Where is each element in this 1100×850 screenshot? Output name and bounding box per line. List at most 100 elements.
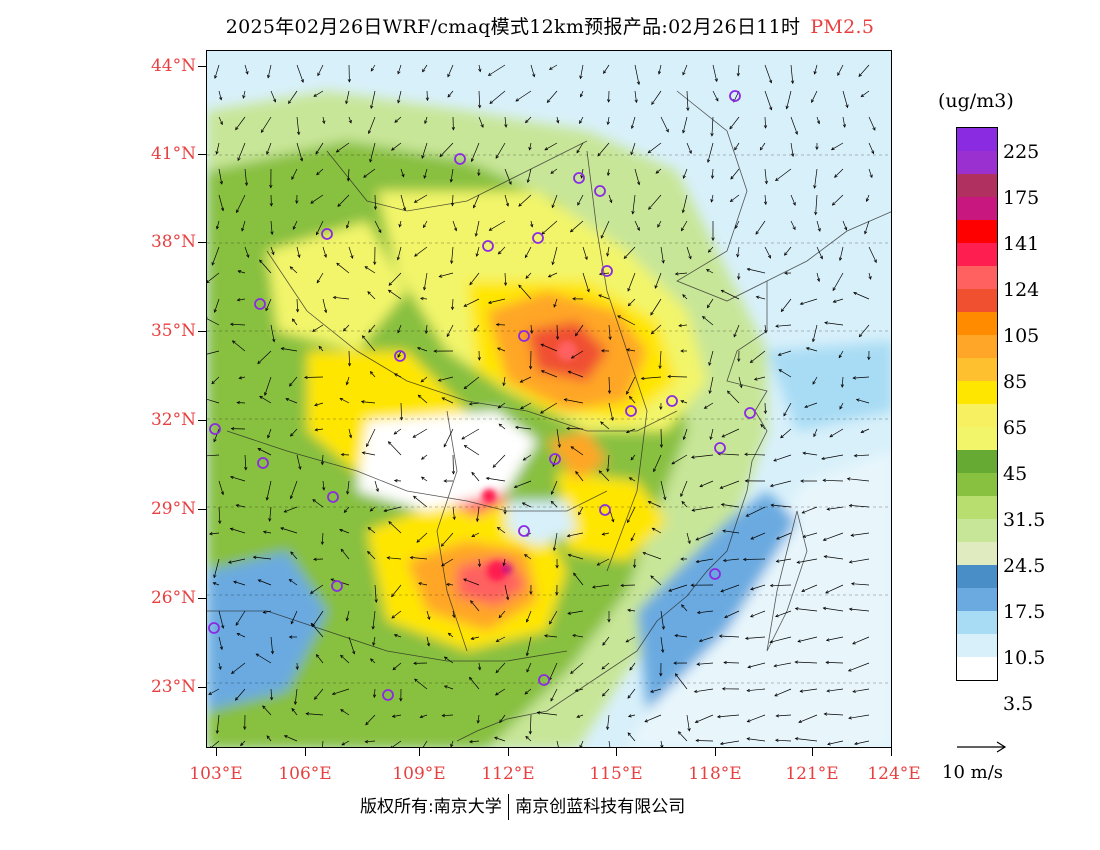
wind-arrow (628, 714, 636, 717)
wind-arrow (317, 64, 324, 76)
wind-arrow (438, 376, 454, 382)
wind-arrowhead (627, 608, 631, 612)
wind-arrow (556, 116, 559, 123)
wind-arrow (322, 298, 327, 313)
wind-arrow (230, 323, 246, 326)
wind-arrowhead (774, 738, 779, 743)
wind-arrow (391, 142, 402, 151)
wind-arrow (213, 428, 220, 442)
wind-arrow (827, 740, 844, 745)
wind-arrowhead (477, 172, 481, 177)
wind-arrow (686, 246, 692, 259)
wind-arrowhead (283, 735, 288, 739)
wind-arrow (570, 220, 584, 233)
wind-arrowhead (470, 158, 475, 163)
colorbar-swatch (957, 404, 997, 427)
wind-arrowhead (295, 309, 300, 313)
wind-arrow (267, 428, 272, 439)
wind-arrowhead (596, 562, 601, 566)
wind-arrowhead (549, 620, 553, 625)
wind-arrowhead (860, 93, 865, 98)
wind-arrow (709, 376, 714, 394)
wind-arrowhead (868, 276, 872, 280)
wind-arrow (412, 428, 428, 438)
wind-arrowhead (305, 712, 310, 716)
wind-arrow (444, 685, 454, 690)
wind-arrowhead (673, 661, 677, 665)
wind-arrowhead (764, 329, 768, 334)
wind-arrowhead (605, 726, 610, 731)
wind-arrowhead (630, 125, 635, 130)
city-marker (625, 405, 637, 417)
wind-arrow (266, 735, 272, 742)
wind-arrowhead (853, 291, 857, 296)
wind-arrowhead (790, 80, 795, 85)
wind-arrowhead (427, 616, 431, 621)
wind-arrow (608, 402, 614, 421)
wind-arrowhead (364, 266, 369, 270)
wind-arrowhead (463, 385, 468, 390)
wind-arrow (744, 453, 766, 456)
wind-arrow (370, 658, 376, 664)
wind-arrow (854, 740, 870, 745)
lat-label: 32°N (150, 410, 196, 430)
wind-arrow (384, 506, 402, 512)
wind-arrow (497, 527, 506, 534)
wind-arrow (452, 506, 455, 520)
wind-arrow (339, 529, 350, 534)
wind-arrowhead (528, 731, 533, 735)
wind-arrow (797, 558, 818, 563)
wind-arrowhead (773, 458, 777, 462)
wind-arrow (602, 532, 610, 535)
wind-arrow (321, 454, 324, 465)
wind-arrowhead (374, 599, 378, 603)
wind-arrowhead (792, 202, 796, 206)
wind-arrow (630, 532, 636, 541)
wind-arrow (495, 142, 506, 159)
wind-arrow (347, 168, 350, 181)
wind-arrowhead (628, 477, 633, 481)
wind-arrowhead (555, 565, 559, 569)
wind-arrowhead (774, 177, 779, 182)
wind-arrowhead (547, 274, 552, 278)
wind-arrowhead (799, 689, 804, 693)
wind-arrowhead (544, 634, 548, 638)
wind-arrowhead (661, 259, 665, 264)
wind-arrowhead (498, 614, 503, 619)
wind-arrowhead (600, 349, 605, 353)
wind-arrow (816, 116, 820, 124)
wind-arrowhead (373, 261, 377, 266)
wind-arrowhead (840, 384, 845, 388)
wind-arrow (441, 558, 454, 567)
wind-arrowhead (414, 253, 418, 257)
wind-arrowhead (767, 255, 771, 259)
wind-arrow (642, 552, 662, 560)
wind-arrow (773, 454, 792, 462)
wind-arrow (366, 428, 376, 447)
colorbar-swatch (957, 128, 997, 151)
wind-arrow (452, 454, 454, 474)
wind-arrow (833, 298, 844, 303)
wind-arrowhead (530, 223, 534, 228)
wind-arrowhead (336, 262, 340, 267)
wind-arrowhead (447, 73, 451, 78)
wind-arrow (729, 116, 740, 130)
wind-arrow (734, 142, 740, 151)
wind-arrowhead (627, 714, 632, 718)
city-marker (254, 298, 266, 310)
wind-arrowhead (240, 742, 244, 747)
wind-arrow (657, 220, 662, 228)
wind-arrow (831, 142, 844, 151)
wind-arrow (775, 324, 792, 327)
wind-arrow (815, 194, 818, 215)
wind-arrowhead (413, 661, 417, 666)
wind-arrowhead (477, 104, 482, 109)
wind-arrow (495, 662, 506, 673)
wind-arrow (463, 298, 480, 307)
wind-arrow (365, 714, 376, 726)
wind-arrow (486, 477, 506, 482)
wind-arrow (235, 116, 246, 130)
wind-arrowhead (548, 66, 553, 70)
wind-arrowhead (783, 412, 787, 417)
wind-arrowhead (218, 520, 222, 525)
